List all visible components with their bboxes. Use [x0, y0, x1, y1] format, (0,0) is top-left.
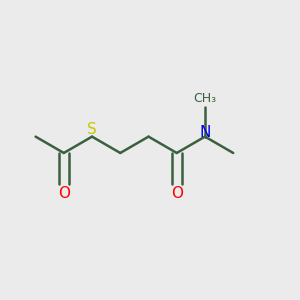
Text: CH₃: CH₃ [194, 92, 217, 105]
Text: S: S [87, 122, 97, 137]
Text: O: O [58, 186, 70, 201]
Text: O: O [171, 186, 183, 201]
Text: N: N [199, 125, 211, 140]
